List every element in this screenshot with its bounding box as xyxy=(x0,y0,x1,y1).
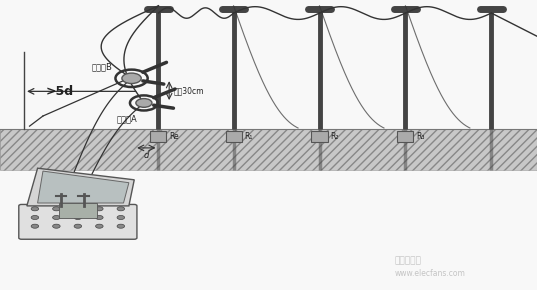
FancyBboxPatch shape xyxy=(19,204,137,239)
Circle shape xyxy=(117,207,125,211)
Circle shape xyxy=(74,207,82,211)
Circle shape xyxy=(31,215,39,220)
Bar xyxy=(226,131,242,142)
Bar xyxy=(311,131,328,142)
Bar xyxy=(0,170,537,290)
Text: 电子发烧友: 电子发烧友 xyxy=(395,256,422,265)
Bar xyxy=(150,131,166,142)
Text: >5d: >5d xyxy=(46,85,74,98)
Circle shape xyxy=(96,215,103,220)
Circle shape xyxy=(31,224,39,228)
Circle shape xyxy=(53,215,60,220)
Circle shape xyxy=(53,207,60,211)
Circle shape xyxy=(117,224,125,228)
Circle shape xyxy=(74,224,82,228)
Polygon shape xyxy=(27,168,134,206)
Circle shape xyxy=(31,207,39,211)
Text: www.elecfans.com: www.elecfans.com xyxy=(395,269,466,278)
Bar xyxy=(0,129,537,170)
Text: R₂: R₂ xyxy=(330,132,339,141)
Text: 电流钳A: 电流钳A xyxy=(117,114,138,124)
Circle shape xyxy=(74,215,82,220)
Text: R₃: R₃ xyxy=(416,132,425,141)
Bar xyxy=(0,0,537,129)
Bar xyxy=(59,203,97,218)
Circle shape xyxy=(122,73,141,84)
Polygon shape xyxy=(38,171,129,203)
Circle shape xyxy=(96,224,103,228)
Bar xyxy=(397,131,413,142)
Circle shape xyxy=(136,99,152,107)
Circle shape xyxy=(117,215,125,220)
Text: 电流钳B: 电流钳B xyxy=(91,62,112,71)
Bar xyxy=(0,129,537,170)
Text: Re: Re xyxy=(169,132,179,141)
Text: R₁: R₁ xyxy=(244,132,253,141)
Text: 大于30cm: 大于30cm xyxy=(173,86,204,95)
Circle shape xyxy=(53,224,60,228)
Text: d: d xyxy=(143,151,149,160)
Circle shape xyxy=(96,207,103,211)
